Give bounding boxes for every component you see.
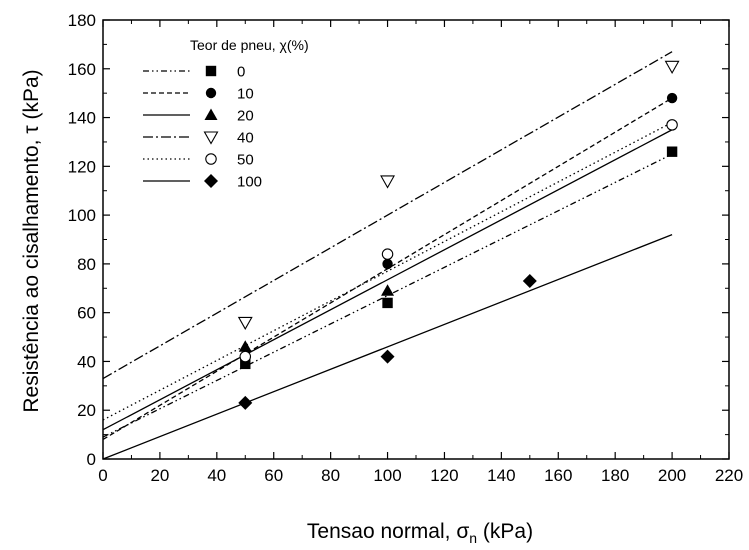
legend-label-10: 10 xyxy=(237,86,254,103)
data-point-40 xyxy=(237,316,253,331)
data-point-0 xyxy=(240,358,251,370)
legend-marker-100 xyxy=(204,174,218,188)
legend-marker-40 xyxy=(203,131,219,145)
x-tick-label: 0 xyxy=(98,466,107,485)
legend: Teor de pneu, χ(%) 0 10 20 40 50 100 xyxy=(143,37,309,191)
data-point-50 xyxy=(239,350,252,363)
y-tick-label: 120 xyxy=(68,157,96,176)
legend-title: Teor de pneu, χ(%) xyxy=(190,37,309,53)
data-point-20 xyxy=(381,284,395,296)
legend-marker-10 xyxy=(205,87,217,99)
x-axis-title-unit: (kPa) xyxy=(477,520,533,543)
legend-label-0: 0 xyxy=(237,64,245,81)
y-tick-label: 140 xyxy=(68,109,96,128)
legend-label-40: 40 xyxy=(237,130,254,147)
legend-label-100: 100 xyxy=(237,174,262,191)
fit-line-50 xyxy=(102,121,673,421)
x-tick-label: 180 xyxy=(601,466,629,485)
legend-marker-20 xyxy=(204,108,218,120)
y-tick-label: 20 xyxy=(77,401,96,420)
data-point-50 xyxy=(381,248,394,260)
x-tick-label: 160 xyxy=(544,466,572,485)
y-tick-label: 160 xyxy=(68,60,96,79)
fit-line-40 xyxy=(102,51,673,380)
data-point-50 xyxy=(666,119,678,131)
x-axis-title-main: Tensao normal, σ xyxy=(307,520,469,543)
data-point-40 xyxy=(380,175,395,189)
data-point-20 xyxy=(238,340,252,352)
legend-label-20: 20 xyxy=(237,108,254,125)
legend-marker-50 xyxy=(205,153,217,165)
x-tick-label: 20 xyxy=(150,466,169,485)
x-tick-label: 220 xyxy=(715,466,743,485)
data-point-10 xyxy=(382,258,393,270)
data-point-0 xyxy=(382,297,393,309)
legend-label-50: 50 xyxy=(237,152,254,169)
x-tick-label: 40 xyxy=(207,466,226,485)
x-axis-title: Tensao normal, σn (kPa) xyxy=(307,520,533,546)
plot-frame xyxy=(102,19,730,460)
data-point-100 xyxy=(522,273,537,288)
fit-line-100 xyxy=(102,234,673,460)
x-tick-label: 200 xyxy=(658,466,686,485)
x-tick-label: 60 xyxy=(264,466,283,485)
y-tick-label: 40 xyxy=(77,352,96,371)
fit-line-20 xyxy=(102,129,673,431)
x-tick-label: 140 xyxy=(487,466,515,485)
y-tick-label: 80 xyxy=(77,255,96,274)
data-point-100 xyxy=(238,395,253,410)
x-axis-title-subscript: n xyxy=(469,530,477,546)
data-points xyxy=(237,60,680,410)
legend-items: 0 10 20 40 50 100 xyxy=(143,64,262,191)
y-tick-label: 60 xyxy=(77,304,96,323)
y-tick-label: 100 xyxy=(68,206,96,225)
axes: 0 20 40 60 80 100 120 140 160 180 200 2200204060801… xyxy=(68,11,744,485)
y-tick-label: 0 xyxy=(87,450,96,469)
y-tick-label: 180 xyxy=(68,11,96,30)
data-point-10 xyxy=(666,92,678,104)
data-point-0 xyxy=(666,146,678,157)
x-tick-label: 80 xyxy=(321,466,340,485)
legend-marker-0 xyxy=(205,65,217,77)
data-point-100 xyxy=(380,349,395,364)
x-tick-label: 120 xyxy=(430,466,458,485)
data-point-40 xyxy=(664,60,680,74)
x-tick-label: 100 xyxy=(373,466,401,485)
y-axis-title: Resistência ao cisalhamento, τ (kPa) xyxy=(20,69,43,412)
